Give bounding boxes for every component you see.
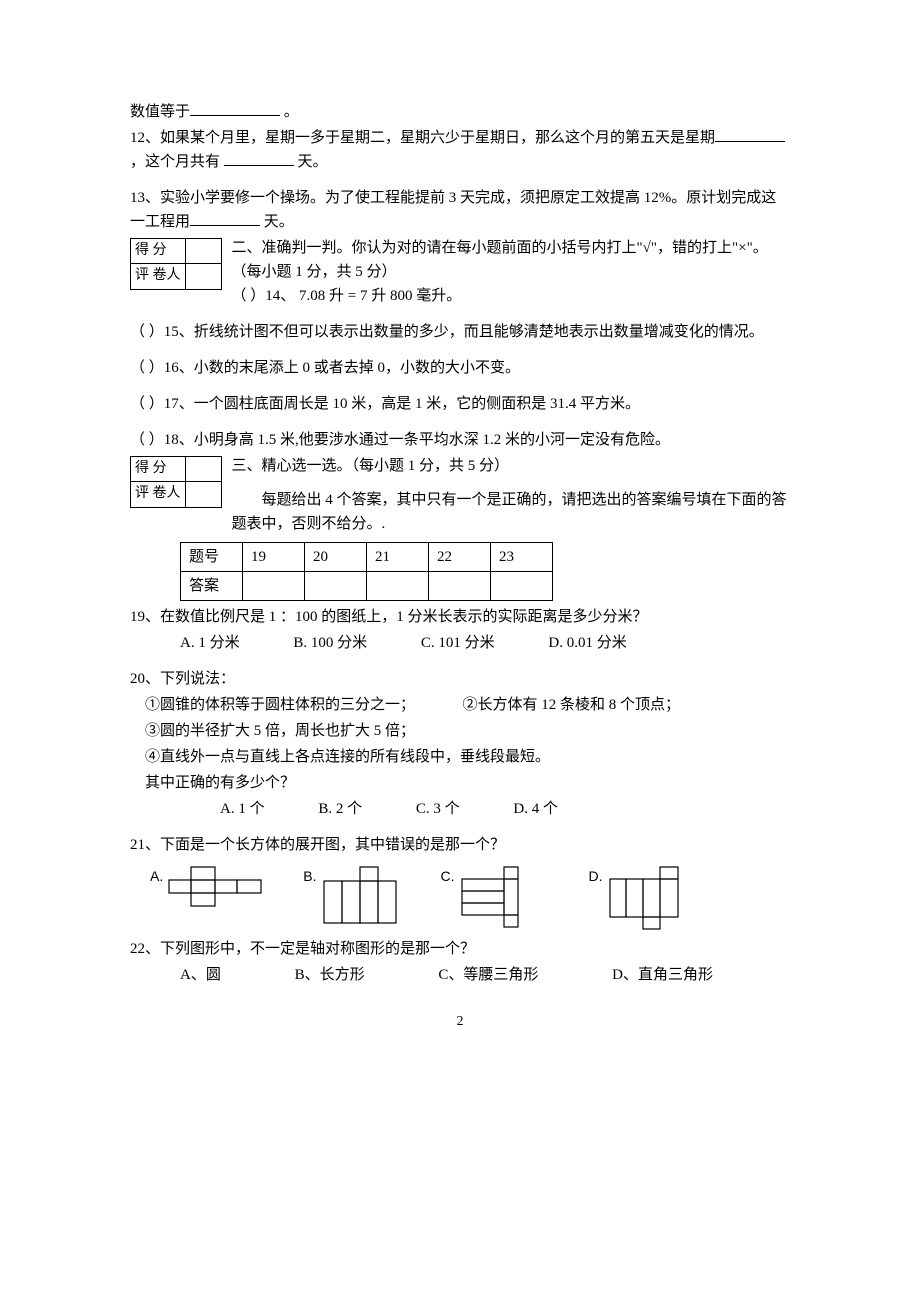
q20-s3: ③圆的半径扩大 5 倍，周长也扩大 5 倍； bbox=[145, 719, 790, 743]
q20-opt-b: B. 2 个 bbox=[318, 797, 362, 821]
ans-header-label: 题号 bbox=[181, 543, 243, 572]
q21-label-c: C. bbox=[440, 865, 454, 887]
q15: （ ）15、折线统计图不但可以表示出数量的多少，而且能够清楚地表示出数量增减变化… bbox=[130, 320, 790, 344]
q21-label-b: B. bbox=[303, 865, 316, 887]
q12: 12、如果某个月里，星期一多于星期二，星期六少于星期日，那么这个月的第五天是星期… bbox=[130, 126, 790, 174]
q20-q: 其中正确的有多少个？ bbox=[145, 771, 790, 795]
q21-fig-d: D. bbox=[588, 865, 684, 933]
ans-cell bbox=[491, 572, 553, 601]
q22-opt-a: A、圆 bbox=[180, 963, 221, 987]
q21-label-d: D. bbox=[588, 865, 602, 887]
section-3-heading-row: 得 分 评 卷人 三、精心选一选。（每小题 1 分，共 5 分） 每题给出 4 … bbox=[130, 454, 790, 536]
q13: 13、实验小学要修一个操场。为了使工程能提前 3 天完成，须把原定工效提高 12… bbox=[130, 186, 790, 234]
q22-opt-d: D、直角三角形 bbox=[612, 963, 713, 987]
score-box: 得 分 评 卷人 bbox=[130, 456, 222, 508]
ans-col-22: 22 bbox=[429, 543, 491, 572]
q11-text-a: 数值等于 bbox=[130, 104, 190, 120]
q20-s4: ④直线外一点与直线上各点连接的所有线段中，垂线段最短。 bbox=[145, 745, 790, 769]
q19-opt-d: D. 0.01 分米 bbox=[548, 631, 626, 655]
q20-opt-c: C. 3 个 bbox=[416, 797, 460, 821]
q19-opt-b: B. 100 分米 bbox=[293, 631, 367, 655]
q21: 21、下面是一个长方体的展开图，其中错误的是那一个？ bbox=[130, 833, 790, 857]
q20-s1: ①圆锥的体积等于圆柱体积的三分之一； bbox=[145, 697, 415, 713]
ans-cell bbox=[243, 572, 305, 601]
score-row-1: 得 分 bbox=[131, 457, 186, 482]
q19-opt-a: A. 1 分米 bbox=[180, 631, 240, 655]
ans-cell bbox=[429, 572, 491, 601]
q21-fig-c: C. bbox=[440, 865, 548, 929]
score-row-2: 评 卷人 bbox=[131, 264, 186, 289]
q19-options: A. 1 分米 B. 100 分米 C. 101 分米 D. 0.01 分米 bbox=[180, 631, 790, 655]
score-blank-1 bbox=[185, 457, 221, 482]
q22-options: A、圆 B、长方形 C、等腰三角形 D、直角三角形 bbox=[180, 963, 790, 987]
score-row-2: 评 卷人 bbox=[131, 482, 186, 507]
net-c-svg bbox=[458, 865, 548, 929]
score-blank-2 bbox=[185, 264, 221, 289]
ans-col-21: 21 bbox=[367, 543, 429, 572]
q20-opt-d: D. 4 个 bbox=[513, 797, 558, 821]
q21-figures: A. B. bbox=[150, 865, 790, 933]
score-box: 得 分 评 卷人 bbox=[130, 238, 222, 290]
net-d-svg bbox=[606, 865, 684, 933]
q11-text-b: 。 bbox=[280, 104, 299, 120]
section-3-instr: 每题给出 4 个答案，其中只有一个是正确的，请把选出的答案编号填在下面的答题表中… bbox=[232, 488, 791, 536]
page-number: 2 bbox=[130, 1011, 790, 1033]
q12-text-b: ，这个月共有 bbox=[130, 154, 224, 170]
ans-col-19: 19 bbox=[243, 543, 305, 572]
q17: （ ）17、一个圆柱底面周长是 10 米，高是 1 米，它的侧面积是 31.4 … bbox=[130, 392, 790, 416]
q18: （ ）18、小明身高 1.5 米,他要涉水通过一条平均水深 1.2 米的小河一定… bbox=[130, 428, 790, 452]
ans-cell bbox=[367, 572, 429, 601]
q19: 19、在数值比例尺是 1 ：100 的图纸上，1 分米长表示的实际距离是多少分米… bbox=[130, 605, 790, 629]
q11-tail: 数值等于 。 bbox=[130, 100, 790, 124]
score-row-1: 得 分 bbox=[131, 239, 186, 264]
q20-opt-a: A. 1 个 bbox=[220, 797, 265, 821]
section-3-heading: 三、精心选一选。（每小题 1 分，共 5 分） bbox=[232, 454, 791, 478]
q12-text-c: 天。 bbox=[294, 154, 328, 170]
ans-row-label: 答案 bbox=[181, 572, 243, 601]
blank bbox=[190, 211, 260, 226]
blank bbox=[715, 127, 785, 142]
section-2-heading: 二、准确判一判。你认为对的请在每小题前面的小括号内打上"√"，错的打上"×"。（… bbox=[232, 236, 791, 284]
q21-label-a: A. bbox=[150, 865, 163, 887]
q14: （ ）14、 7.08 升 = 7 升 800 毫升。 bbox=[232, 284, 791, 308]
blank bbox=[224, 151, 294, 166]
ans-col-20: 20 bbox=[305, 543, 367, 572]
q22-opt-c: C、等腰三角形 bbox=[438, 963, 538, 987]
net-a-svg bbox=[167, 865, 263, 921]
net-b-svg bbox=[320, 865, 400, 929]
score-blank-1 bbox=[185, 239, 221, 264]
q21-fig-a: A. bbox=[150, 865, 263, 921]
q20: 20、下列说法： bbox=[130, 667, 790, 691]
section-2-heading-row: 得 分 评 卷人 二、准确判一判。你认为对的请在每小题前面的小括号内打上"√"，… bbox=[130, 236, 790, 308]
q13-text-b: 天。 bbox=[260, 214, 294, 230]
score-blank-2 bbox=[185, 482, 221, 507]
q22-opt-b: B、长方形 bbox=[295, 963, 365, 987]
ans-cell bbox=[305, 572, 367, 601]
q22: 22、下列图形中，不一定是轴对称图形的是那一个？ bbox=[130, 937, 790, 961]
q19-opt-c: C. 101 分米 bbox=[421, 631, 495, 655]
blank bbox=[190, 101, 280, 116]
q16: （ ）16、小数的末尾添上 0 或者去掉 0，小数的大小不变。 bbox=[130, 356, 790, 380]
q20-s2: ②长方体有 12 条棱和 8 个顶点； bbox=[463, 697, 681, 713]
ans-col-23: 23 bbox=[491, 543, 553, 572]
answer-table: 题号 19 20 21 22 23 答案 bbox=[180, 542, 553, 601]
q12-text-a: 12、如果某个月里，星期一多于星期二，星期六少于星期日，那么这个月的第五天是星期 bbox=[130, 130, 715, 146]
q20-stmts: ①圆锥的体积等于圆柱体积的三分之一； ②长方体有 12 条棱和 8 个顶点； bbox=[145, 693, 790, 717]
q21-fig-b: B. bbox=[303, 865, 400, 929]
q20-options: A. 1 个 B. 2 个 C. 3 个 D. 4 个 bbox=[220, 797, 790, 821]
